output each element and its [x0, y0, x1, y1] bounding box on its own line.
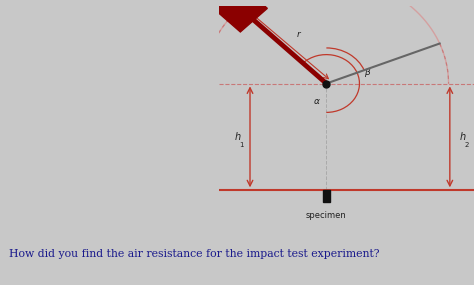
Polygon shape — [201, 0, 267, 32]
Text: h: h — [234, 132, 240, 142]
Text: r: r — [297, 30, 301, 39]
Text: α: α — [313, 97, 319, 105]
Text: specimen: specimen — [306, 211, 347, 220]
Text: 2: 2 — [464, 142, 469, 148]
Text: h: h — [459, 132, 465, 142]
Bar — [323, 190, 329, 202]
Text: β: β — [364, 68, 370, 77]
Text: How did you find the air resistance for the impact test experiment?: How did you find the air resistance for … — [9, 249, 380, 259]
Text: 1: 1 — [239, 142, 243, 148]
